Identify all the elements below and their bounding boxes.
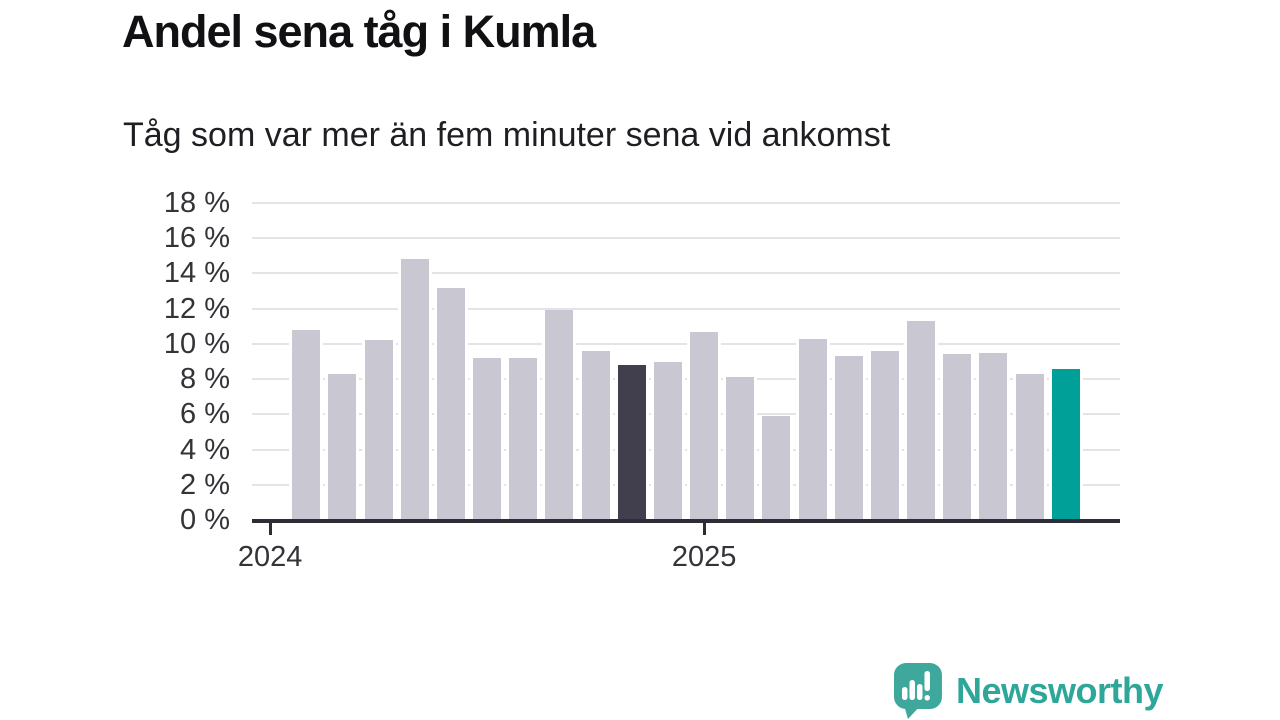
x-tick — [702, 523, 706, 535]
gridline — [252, 272, 1120, 274]
y-tick-label: 16 % — [163, 222, 230, 254]
gridline — [252, 202, 1120, 204]
gridline — [252, 449, 1120, 451]
y-tick-label: 0 % — [180, 504, 230, 536]
bar — [976, 352, 1011, 520]
bar-highlight-dark — [614, 365, 649, 520]
newsworthy-logo: Newsworthy — [893, 662, 1164, 720]
bar — [795, 338, 830, 520]
chart-title: Andel sena tåg i Kumla — [122, 6, 596, 57]
bar — [759, 416, 794, 520]
bar — [940, 354, 975, 520]
bar — [867, 350, 902, 520]
bar-highlight-teal — [1048, 368, 1083, 520]
bar — [904, 320, 939, 520]
y-tick-label: 12 % — [163, 293, 230, 325]
bar — [470, 357, 505, 520]
chart-subtitle: Tåg som var mer än fem minuter sena vid … — [123, 116, 891, 154]
y-tick-label: 2 % — [180, 469, 230, 501]
bar — [433, 287, 468, 520]
bar — [650, 361, 685, 520]
y-tick-label: 4 % — [180, 434, 230, 466]
x-tick — [268, 523, 272, 535]
y-tick-label: 6 % — [180, 398, 230, 430]
y-tick-label: 18 % — [163, 187, 230, 219]
newsworthy-logo-text: Newsworthy — [955, 670, 1164, 711]
gridline — [252, 484, 1120, 486]
bar — [578, 350, 613, 520]
gridline — [252, 343, 1120, 345]
bar — [542, 310, 577, 520]
x-tick-label: 2024 — [237, 541, 303, 573]
x-tick-label: 2025 — [671, 541, 737, 573]
y-tick-label: 10 % — [163, 328, 230, 360]
bar — [1012, 373, 1047, 520]
bar — [325, 373, 360, 520]
newsworthy-logo-icon — [893, 663, 942, 719]
x-axis-line — [252, 519, 1120, 523]
gridline — [252, 413, 1120, 415]
bar — [361, 340, 396, 520]
bar — [289, 329, 324, 520]
bar — [831, 356, 866, 520]
bar — [687, 331, 722, 520]
bar — [397, 259, 432, 520]
gridline — [252, 237, 1120, 239]
gridline — [252, 308, 1120, 310]
gridline — [252, 378, 1120, 380]
y-tick-label: 14 % — [163, 257, 230, 289]
bar — [723, 377, 758, 520]
y-tick-label: 8 % — [180, 363, 230, 395]
bar — [506, 357, 541, 520]
